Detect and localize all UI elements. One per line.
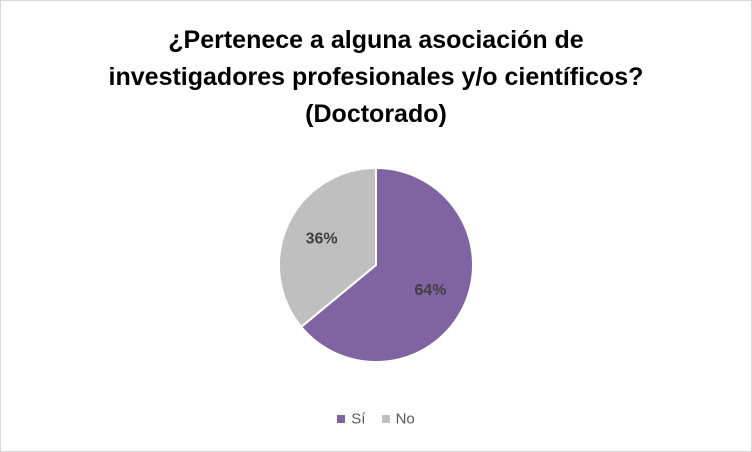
- data-label-no: 36%: [306, 231, 338, 248]
- chart-title-line-3: (Doctorado): [305, 100, 447, 128]
- chart-title-line-2: investigadores profesionales y/o científ…: [108, 63, 644, 91]
- pie-slice-no: [278, 166, 377, 329]
- pie-slice-si: [299, 166, 474, 363]
- legend-label-si: Sí: [351, 410, 366, 428]
- pie-data-labels: 64% 36%: [306, 231, 447, 299]
- chart-title-line-1: ¿Pertenece a alguna asociación de: [168, 26, 584, 54]
- legend: Sí No: [0, 410, 752, 428]
- pie-slices: [278, 166, 474, 363]
- legend-label-no: No: [395, 410, 415, 428]
- legend-item-no: No: [381, 410, 415, 428]
- chart-title: ¿Pertenece a alguna asociación de invest…: [0, 22, 752, 133]
- legend-item-si: Sí: [337, 410, 365, 428]
- legend-swatch-si: [337, 415, 346, 424]
- data-label-si: 64%: [414, 282, 446, 299]
- legend-swatch-no: [381, 415, 390, 424]
